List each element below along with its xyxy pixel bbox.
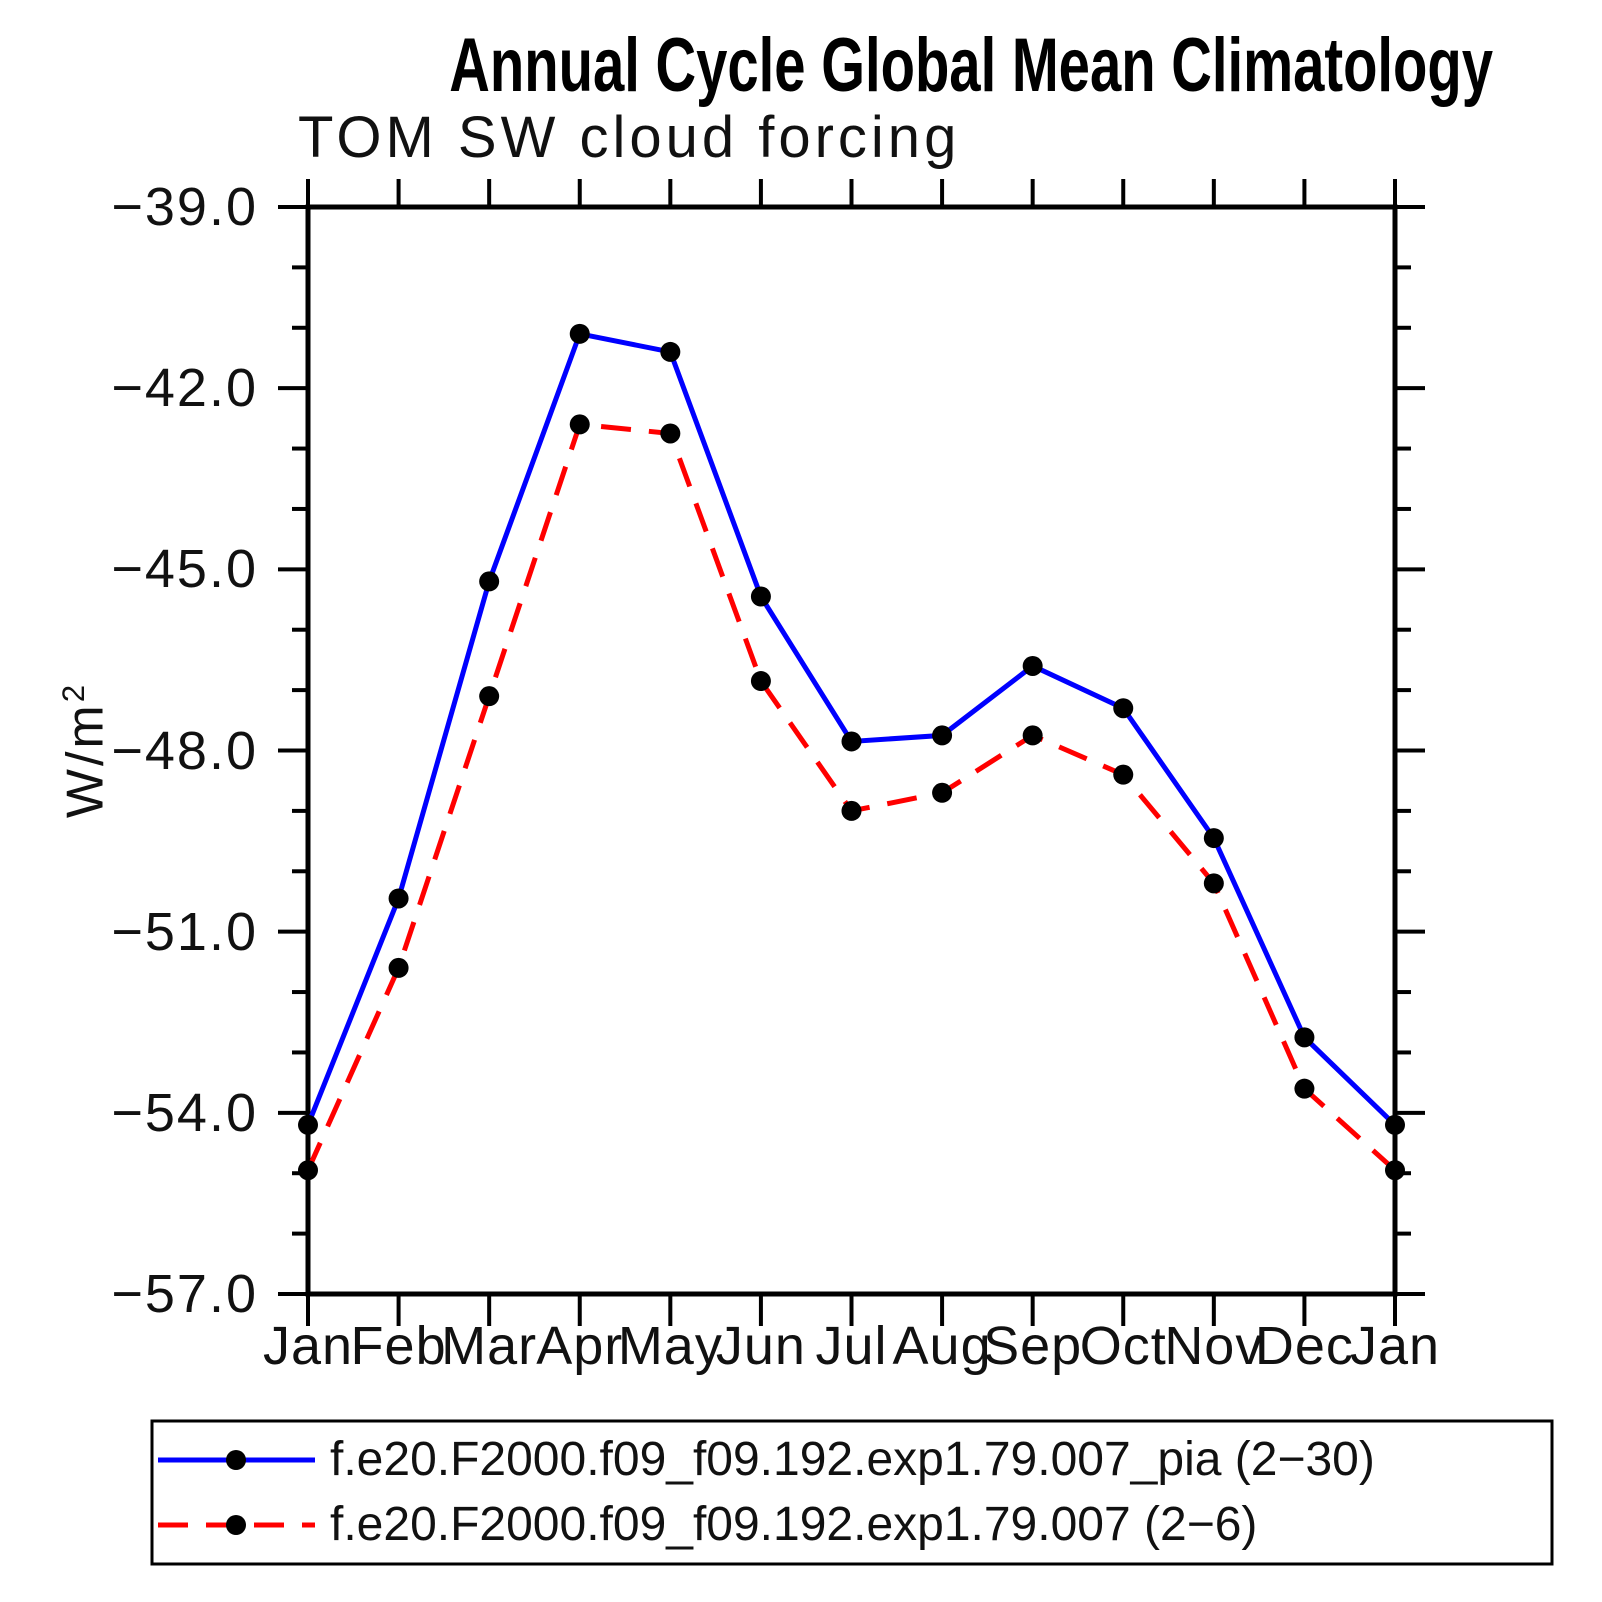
data-point-marker-series-0 xyxy=(750,586,771,607)
x-tick-label: Aug xyxy=(892,1316,992,1376)
chart-subtitle: TOM SW cloud forcing xyxy=(298,105,961,170)
x-tick-label: Nov xyxy=(1164,1316,1264,1376)
data-point-marker-series-0 xyxy=(1385,1114,1405,1135)
data-point-marker-series-1 xyxy=(1385,1160,1405,1181)
data-point-marker-series-0 xyxy=(1203,828,1224,849)
legend-sample-marker-1 xyxy=(226,1515,246,1535)
data-point-marker-series-0 xyxy=(841,731,862,752)
data-point-marker-series-1 xyxy=(479,686,500,707)
data-point-marker-series-1 xyxy=(932,782,953,803)
x-tick-label: Jun xyxy=(715,1316,806,1376)
y-tick-label: −39.0 xyxy=(111,177,258,237)
data-point-marker-series-1 xyxy=(1022,725,1043,746)
x-tick-label: Feb xyxy=(350,1316,447,1376)
legend-box xyxy=(150,1419,1554,1566)
series-line-0 xyxy=(305,330,1397,1127)
series-line-1 xyxy=(305,421,1397,1173)
x-tick-label: Oct xyxy=(1079,1316,1167,1376)
y-axis-label-exponent: 2 xyxy=(56,681,91,703)
data-point-marker-series-0 xyxy=(569,323,590,344)
data-point-marker-series-1 xyxy=(298,1160,318,1181)
y-tick-label: −51.0 xyxy=(111,901,258,962)
data-point-marker-series-0 xyxy=(660,341,681,362)
x-tick-label: Jan xyxy=(1349,1316,1441,1376)
x-tick-label: Jan xyxy=(262,1316,354,1376)
legend-sample-marker-0 xyxy=(226,1450,246,1470)
x-tick-label: Apr xyxy=(536,1316,624,1376)
data-point-marker-series-0 xyxy=(479,571,500,592)
chart-title: Annual Cycle Global Mean Climatology xyxy=(449,23,1494,108)
data-point-marker-series-0 xyxy=(298,1114,318,1135)
data-point-marker-series-1 xyxy=(388,957,409,978)
x-tick-label: May xyxy=(617,1316,723,1376)
legend-label-series-base: f.e20.F2000.f09_f09.192.exp1.79.007 (2−6… xyxy=(330,1498,1258,1551)
x-tick-label: Jul xyxy=(815,1316,888,1376)
data-point-marker-series-1 xyxy=(1294,1078,1315,1099)
data-point-marker-series-0 xyxy=(388,888,409,909)
y-tick-label: −57.0 xyxy=(111,1264,258,1324)
data-point-marker-series-1 xyxy=(841,800,862,821)
data-point-marker-series-0 xyxy=(1113,698,1134,719)
data-point-marker-series-0 xyxy=(1022,655,1043,676)
y-tick-label: −42.0 xyxy=(111,358,258,419)
data-point-marker-series-1 xyxy=(660,423,681,444)
data-point-marker-series-1 xyxy=(569,414,590,435)
data-point-marker-series-1 xyxy=(1203,873,1224,894)
data-point-marker-series-0 xyxy=(932,725,953,746)
y-tick-label: −48.0 xyxy=(111,720,258,781)
x-tick-label: Sep xyxy=(983,1316,1083,1376)
data-point-marker-series-1 xyxy=(1113,764,1134,785)
y-tick-label: −45.0 xyxy=(111,539,258,600)
x-tick-label: Dec xyxy=(1254,1316,1354,1376)
data-point-marker-series-0 xyxy=(1294,1027,1315,1048)
x-tick-label: Mar xyxy=(441,1316,538,1376)
legend-label-series-pia: f.e20.F2000.f09_f09.192.exp1.79.007_pia … xyxy=(330,1433,1375,1486)
y-tick-label: −54.0 xyxy=(111,1082,258,1143)
data-point-marker-series-1 xyxy=(750,671,771,692)
